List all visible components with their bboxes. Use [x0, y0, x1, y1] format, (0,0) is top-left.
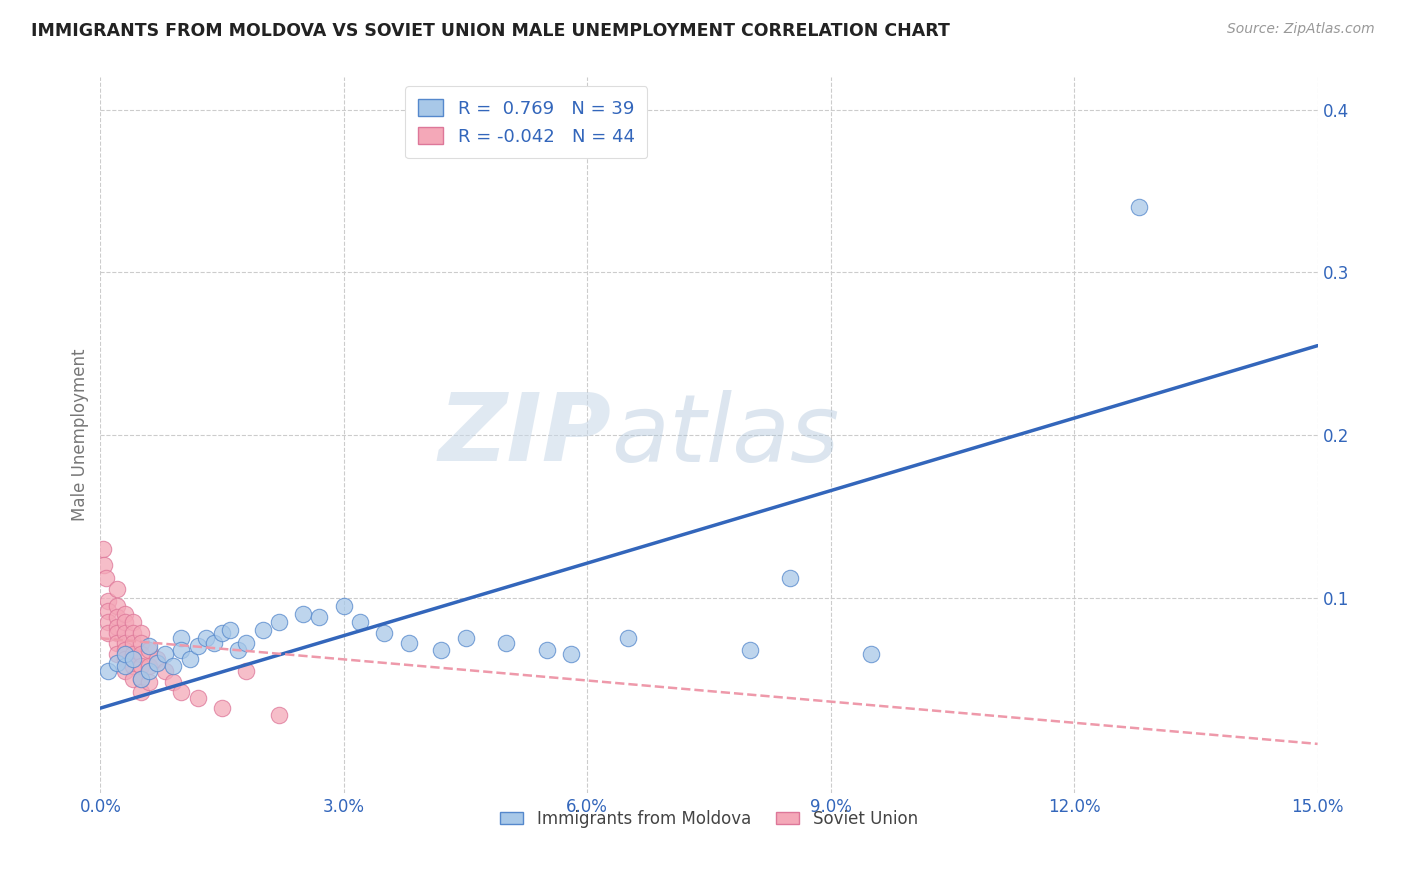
Point [617, 632, 640, 646]
Point [114, 642, 136, 657]
Point [121, 652, 143, 666]
Point [170, 632, 193, 646]
Point [129, 672, 152, 686]
Point [114, 636, 136, 650]
Point [94, 571, 117, 585]
Text: Source: ZipAtlas.com: Source: ZipAtlas.com [1227, 22, 1375, 37]
Point [333, 599, 356, 613]
Point [91, 541, 114, 556]
Point [138, 658, 160, 673]
Point [398, 636, 420, 650]
Point [860, 648, 883, 662]
Text: atlas: atlas [612, 390, 839, 481]
Point [121, 636, 143, 650]
Point [267, 615, 290, 629]
Point [155, 664, 177, 678]
Point [114, 648, 136, 662]
Point [114, 652, 136, 666]
Point [114, 626, 136, 640]
Point [219, 623, 242, 637]
Point [138, 642, 160, 657]
Point [129, 648, 152, 662]
Point [1128, 201, 1150, 215]
Point [187, 640, 209, 654]
Point [138, 664, 160, 678]
Point [162, 675, 184, 690]
Point [129, 626, 152, 640]
Point [121, 648, 143, 662]
Point [97, 594, 120, 608]
Point [129, 658, 152, 673]
Legend: Immigrants from Moldova, Soviet Union: Immigrants from Moldova, Soviet Union [494, 803, 925, 834]
Point [235, 636, 257, 650]
Point [187, 691, 209, 706]
Point [105, 626, 128, 640]
Text: ZIP: ZIP [439, 389, 612, 481]
Point [252, 623, 274, 637]
Point [155, 648, 177, 662]
Point [97, 604, 120, 618]
Point [162, 658, 184, 673]
Point [105, 610, 128, 624]
Point [495, 636, 517, 650]
Point [97, 626, 120, 640]
Point [308, 610, 330, 624]
Point [105, 656, 128, 670]
Point [211, 626, 233, 640]
Point [194, 632, 217, 646]
Point [97, 615, 120, 629]
Text: IMMIGRANTS FROM MOLDOVA VS SOVIET UNION MALE UNEMPLOYMENT CORRELATION CHART: IMMIGRANTS FROM MOLDOVA VS SOVIET UNION … [31, 22, 950, 40]
Point [202, 636, 225, 650]
Point [114, 658, 136, 673]
Point [235, 664, 257, 678]
Point [779, 571, 801, 585]
Point [114, 607, 136, 621]
Point [454, 632, 477, 646]
Point [560, 648, 582, 662]
Point [129, 685, 152, 699]
Point [129, 672, 152, 686]
Point [138, 675, 160, 690]
Point [373, 626, 395, 640]
Point [430, 642, 453, 657]
Point [267, 707, 290, 722]
Point [211, 701, 233, 715]
Y-axis label: Male Unemployment: Male Unemployment [72, 349, 89, 521]
Point [349, 615, 371, 629]
Point [170, 642, 193, 657]
Point [105, 648, 128, 662]
Point [114, 615, 136, 629]
Point [121, 615, 143, 629]
Point [138, 640, 160, 654]
Point [179, 652, 201, 666]
Point [170, 685, 193, 699]
Point [292, 607, 315, 621]
Point [738, 642, 761, 657]
Point [105, 599, 128, 613]
Point [121, 626, 143, 640]
Point [536, 642, 558, 657]
Point [105, 620, 128, 634]
Point [121, 672, 143, 686]
Point [146, 652, 169, 666]
Point [105, 582, 128, 597]
Point [226, 642, 249, 657]
Point [97, 664, 120, 678]
Point [121, 658, 143, 673]
Point [129, 636, 152, 650]
Point [93, 558, 115, 573]
Point [114, 664, 136, 678]
Point [105, 636, 128, 650]
Point [146, 656, 169, 670]
